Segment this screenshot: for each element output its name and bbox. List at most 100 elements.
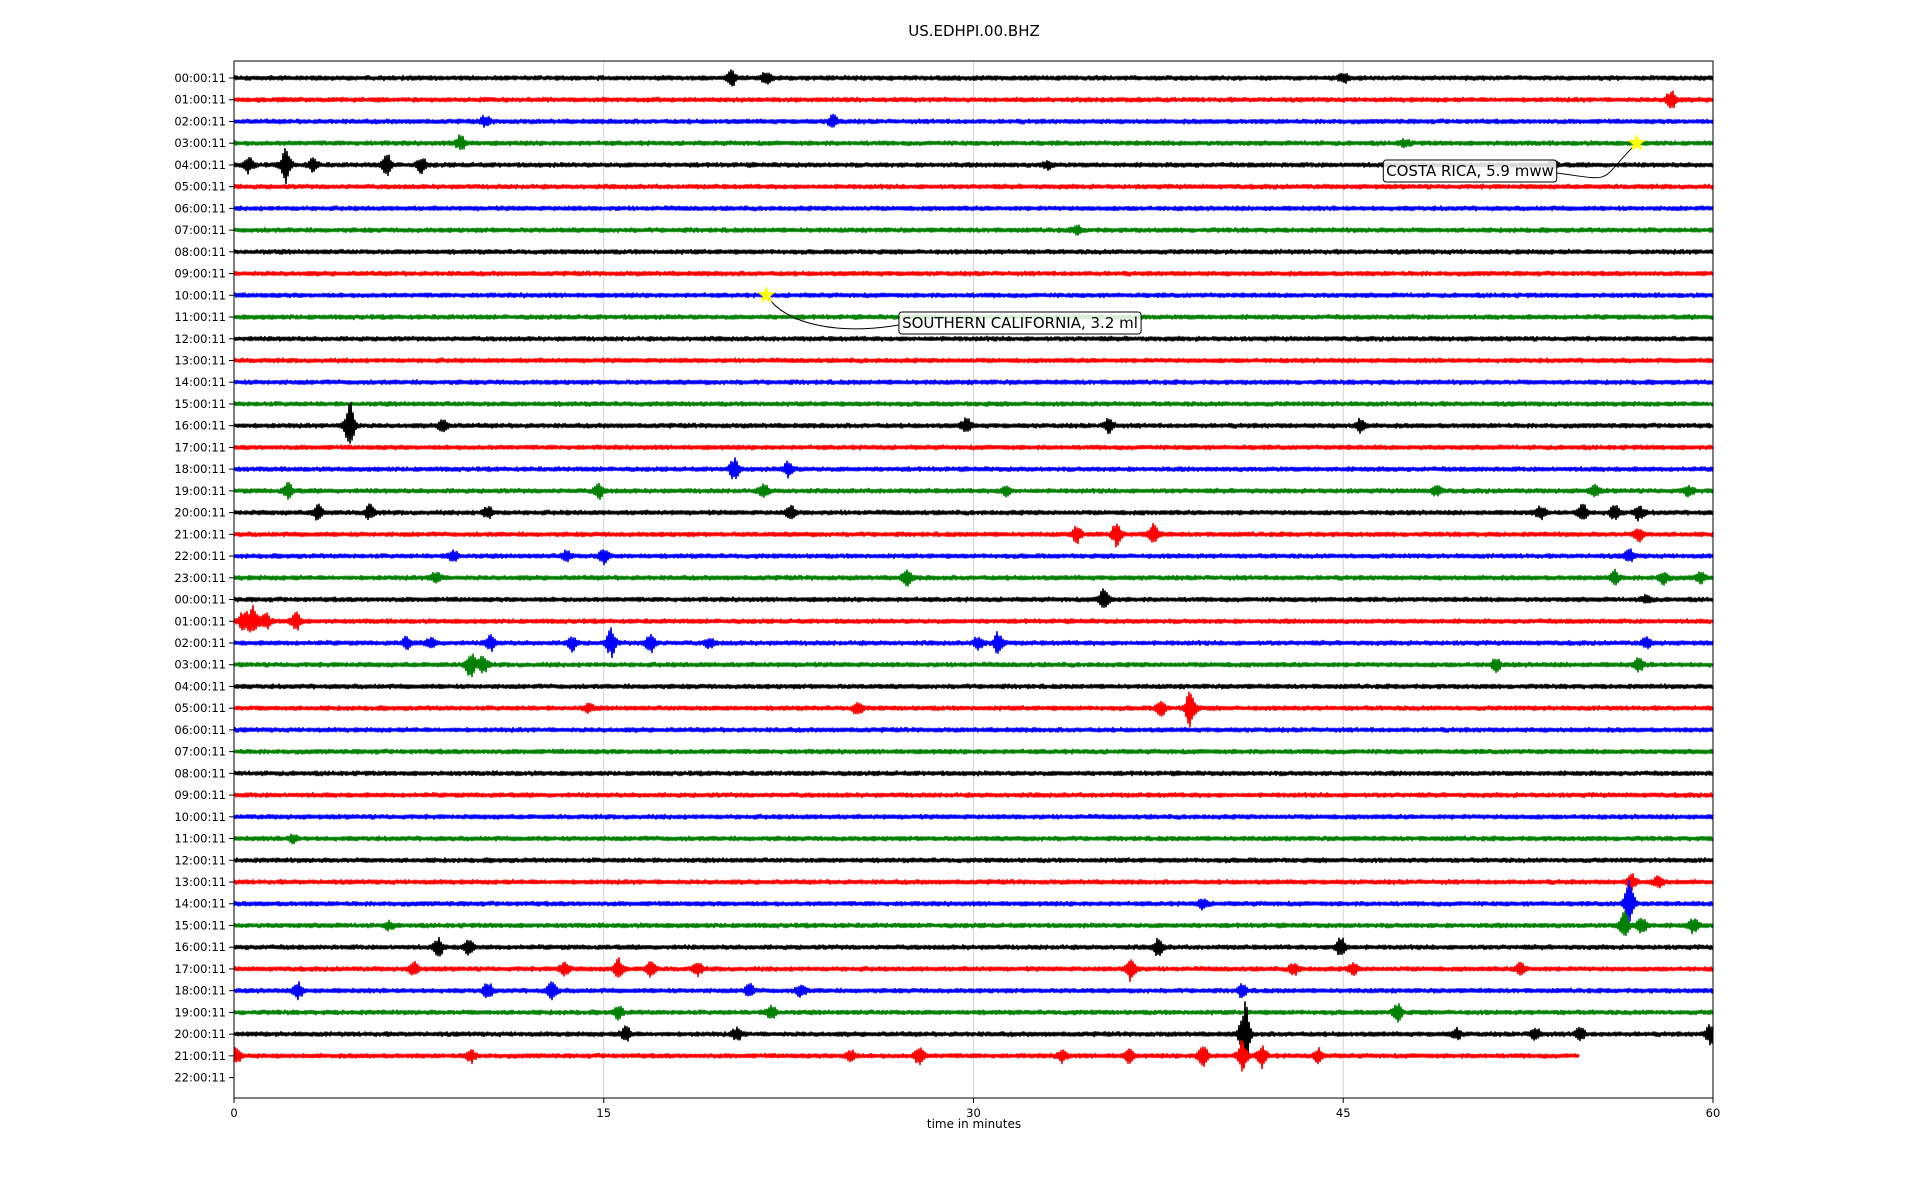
- y-tick-label-41: 17:00:11: [174, 962, 226, 976]
- y-tick-label-31: 07:00:11: [174, 745, 226, 759]
- y-tick-label-39: 15:00:11: [174, 918, 226, 932]
- trace-10: [233, 292, 1714, 299]
- trace-9: [233, 270, 1714, 277]
- trace-37: [233, 873, 1714, 892]
- trace-24: [233, 588, 1714, 608]
- trace-44: [233, 1001, 1714, 1069]
- y-tick-label-3: 03:00:11: [174, 136, 226, 150]
- trace-41: [233, 957, 1714, 982]
- annotation-box-1: [898, 311, 1142, 335]
- annotation-connector-1: [766, 295, 899, 330]
- x-axis-ticks: 0 15 30 45 60: [230, 1098, 1720, 1120]
- y-tick-label-36: 12:00:11: [174, 853, 226, 867]
- y-tick-label-24: 00:00:11: [174, 593, 226, 607]
- y-tick-labels: 00:00:11 01:00:11 02:00:11 03:00:11 04:00:11…: [174, 71, 234, 1085]
- trace-42: [233, 981, 1714, 1001]
- x-axis-label: time in minutes: [927, 1117, 1021, 1131]
- trace-0: [233, 69, 1714, 87]
- y-tick-label-14: 14:00:11: [174, 375, 226, 389]
- chart-title: US.EDHPI.00.BHZ: [908, 22, 1040, 40]
- y-tick-label-11: 11:00:11: [174, 310, 226, 324]
- y-tick-label-32: 08:00:11: [174, 766, 226, 780]
- trace-27: [233, 653, 1714, 678]
- y-tick-label-34: 10:00:11: [174, 810, 226, 824]
- annotation-box-0: [1382, 159, 1558, 183]
- trace-28: [233, 683, 1714, 690]
- y-tick-label-26: 02:00:11: [174, 636, 226, 650]
- y-tick-label-44: 20:00:11: [174, 1027, 226, 1041]
- y-tick-label-35: 11:00:11: [174, 832, 226, 846]
- y-tick-label-45: 21:00:11: [174, 1049, 226, 1063]
- x-tick-label-0: 0: [230, 1106, 237, 1120]
- y-tick-label-18: 18:00:11: [174, 462, 226, 476]
- y-tick-label-13: 13:00:11: [174, 353, 226, 367]
- trace-31: [233, 748, 1714, 755]
- trace-39: [233, 910, 1714, 937]
- trace-16: [233, 401, 1714, 444]
- trace-22: [233, 548, 1714, 566]
- trace-38: [233, 880, 1714, 922]
- trace-7: [233, 224, 1714, 236]
- y-tick-label-23: 23:00:11: [174, 571, 226, 585]
- y-tick-label-8: 08:00:11: [174, 245, 226, 259]
- y-tick-label-9: 09:00:11: [174, 267, 226, 281]
- annotation-label-1: SOUTHERN CALIFORNIA, 3.2 ml: [902, 314, 1138, 332]
- y-tick-label-20: 20:00:11: [174, 506, 226, 520]
- y-tick-label-7: 07:00:11: [174, 223, 226, 237]
- annotation-connector-0: [1556, 142, 1637, 179]
- y-tick-label-19: 19:00:11: [174, 484, 226, 498]
- trace-21: [233, 522, 1714, 548]
- trace-45: [233, 1039, 1580, 1072]
- y-tick-label-42: 18:00:11: [174, 984, 226, 998]
- trace-36: [233, 857, 1714, 864]
- y-tick-label-5: 05:00:11: [174, 180, 226, 194]
- y-tick-label-6: 06:00:11: [174, 201, 226, 215]
- y-tick-label-43: 19:00:11: [174, 1005, 226, 1019]
- y-tick-label-2: 02:00:11: [174, 114, 226, 128]
- trace-32: [233, 770, 1714, 777]
- trace-33: [233, 791, 1714, 799]
- trace-6: [233, 205, 1714, 212]
- y-tick-label-25: 01:00:11: [174, 614, 226, 628]
- y-tick-label-16: 16:00:11: [174, 419, 226, 433]
- y-tick-label-28: 04:00:11: [174, 679, 226, 693]
- y-tick-label-12: 12:00:11: [174, 332, 226, 346]
- trace-34: [233, 813, 1714, 820]
- y-tick-label-38: 14:00:11: [174, 897, 226, 911]
- trace-12: [233, 335, 1714, 342]
- y-tick-label-22: 22:00:11: [174, 549, 226, 563]
- trace-1: [233, 90, 1714, 109]
- trace-15: [233, 400, 1714, 408]
- y-tick-label-1: 01:00:11: [174, 93, 226, 107]
- trace-43: [233, 1003, 1714, 1023]
- trace-3: [233, 134, 1714, 151]
- trace-29: [233, 691, 1714, 728]
- trace-25: [233, 604, 1714, 633]
- trace-35: [233, 833, 1714, 845]
- x-tick-label-4: 60: [1706, 1106, 1721, 1120]
- trace-40: [233, 936, 1714, 957]
- y-tick-label-27: 03:00:11: [174, 658, 226, 672]
- event-star-icon-0: [1627, 133, 1646, 151]
- seismic-traces: [233, 69, 1714, 1072]
- y-tick-label-29: 05:00:11: [174, 701, 226, 715]
- y-tick-label-0: 00:00:11: [174, 71, 226, 85]
- trace-13: [233, 357, 1714, 364]
- y-tick-label-15: 15:00:11: [174, 397, 226, 411]
- y-tick-label-40: 16:00:11: [174, 940, 226, 954]
- y-tick-label-46: 22:00:11: [174, 1071, 226, 1085]
- y-tick-label-10: 10:00:11: [174, 288, 226, 302]
- event-annotations: COSTA RICA, 5.9 mww SOUTHERN CALIFORNIA, …: [757, 133, 1646, 335]
- annotation-label-0: COSTA RICA, 5.9 mww: [1386, 162, 1554, 180]
- trace-2: [233, 113, 1714, 128]
- trace-17: [233, 444, 1714, 451]
- y-tick-label-33: 09:00:11: [174, 788, 226, 802]
- y-tick-label-21: 21:00:11: [174, 527, 226, 541]
- y-tick-label-30: 06:00:11: [174, 723, 226, 737]
- trace-14: [233, 379, 1714, 386]
- y-tick-label-4: 04:00:11: [174, 158, 226, 172]
- trace-19: [233, 481, 1714, 501]
- trace-20: [233, 503, 1714, 522]
- x-tick-label-1: 15: [596, 1106, 611, 1120]
